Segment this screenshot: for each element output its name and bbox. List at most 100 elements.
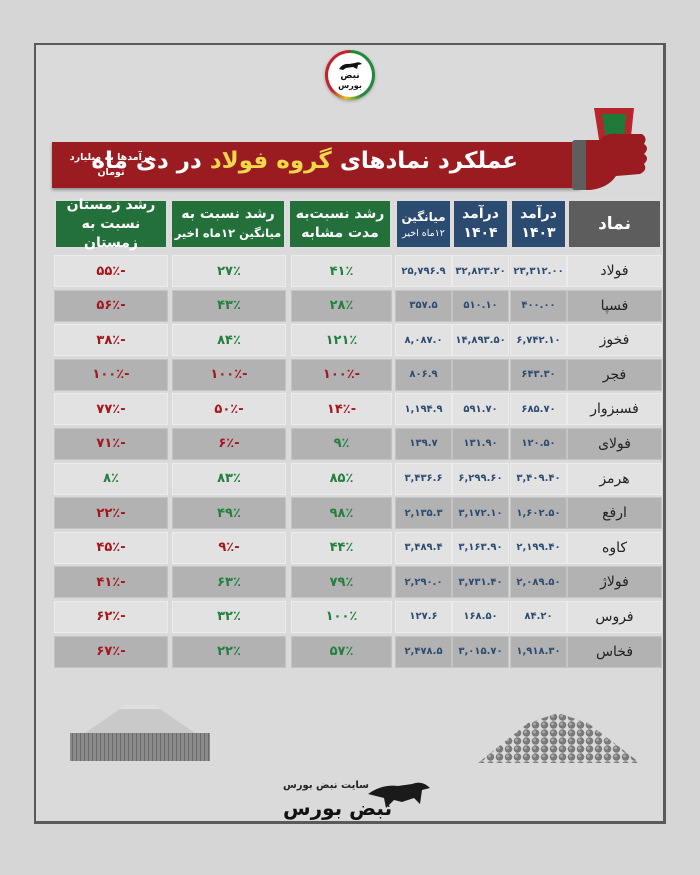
- cell-growth-yoy: ۴۴٪: [291, 531, 392, 564]
- footer-brand-logo: نبض بورس: [283, 796, 393, 820]
- logo-text-line2: بورس: [338, 80, 362, 90]
- cell-12m-average: ۱۲۷.۶: [395, 600, 452, 633]
- cell-symbol: فسبزوار: [567, 393, 662, 426]
- header-symbol: نماد: [567, 199, 662, 249]
- unit-note: درآمدها به میلیارد تومان: [69, 152, 153, 178]
- table-row: فجر ۶۴۳.۳۰ ۸۰۶.۹ -۱۰۰٪ -۱۰۰٪ -۱۰۰٪: [54, 358, 662, 393]
- table-header-row: نماد درآمد ۱۴۰۳ درآمد ۱۴۰۴ میانگین ۱۲ماه…: [54, 197, 662, 254]
- cell-growth-vs-average: ۴۹٪: [172, 497, 286, 530]
- table-row: هرمز ۳,۴۰۹.۴۰ ۶,۲۹۹.۶۰ ۳,۴۳۶.۶ ۸۵٪ ۸۳٪ ۸٪: [54, 462, 662, 497]
- cell-growth-yoy: ۱۰۰٪: [291, 600, 392, 633]
- cell-12m-average: ۲,۲۹۰.۰: [395, 566, 452, 599]
- cell-growth-vs-average: -۹٪: [172, 531, 286, 564]
- cell-growth-winter: -۷۱٪: [54, 427, 168, 460]
- table-row: فروس ۸۴.۲۰ ۱۶۸.۵۰ ۱۲۷.۶ ۱۰۰٪ ۳۲٪ -۶۲٪: [54, 600, 662, 635]
- cell-revenue-1404: ۳,۰۱۵.۷۰: [452, 635, 509, 668]
- logo-text-line1: نبض: [340, 70, 360, 81]
- cell-revenue-1403: ۳,۴۰۹.۴۰: [510, 462, 567, 495]
- table-row: فسبزوار ۶۸۵.۷۰ ۵۹۱.۷۰ ۱,۱۹۴.۹ -۱۴٪ -۵۰٪ -۷۷٪: [54, 392, 662, 427]
- brand-logo-badge: نبض بورس: [325, 50, 375, 100]
- cell-growth-yoy: ۴۱٪: [291, 255, 392, 287]
- cell-revenue-1403: ۶,۷۴۲.۱۰: [510, 324, 567, 357]
- cell-growth-winter: -۲۲٪: [54, 497, 168, 530]
- cell-growth-vs-average: ۸۴٪: [172, 324, 286, 357]
- footer-bull-icon: [368, 782, 430, 808]
- cell-12m-average: ۱,۱۹۴.۹: [395, 393, 452, 426]
- table-row: فولای ۱۲۰.۵۰ ۱۳۱.۹۰ ۱۳۹.۷ ۹٪ -۶٪ -۷۱٪: [54, 427, 662, 462]
- cell-symbol: فسپا: [567, 289, 662, 322]
- steel-slab-image: [70, 705, 210, 761]
- cell-growth-yoy: ۹٪: [291, 427, 392, 460]
- cell-growth-yoy: ۸۵٪: [291, 462, 392, 495]
- cell-symbol: فولای: [567, 427, 662, 460]
- iron-pellets-image: [478, 713, 640, 763]
- cell-symbol: فجر: [567, 358, 662, 391]
- header-growth-vs-average: رشد نسبت به میانگین ۱۲ماه اخیر: [170, 199, 286, 249]
- cell-growth-vs-average: -۱۰۰٪: [172, 358, 286, 391]
- cell-12m-average: ۸۰۶.۹: [395, 358, 452, 391]
- cell-12m-average: ۲,۴۷۸.۵: [395, 635, 452, 668]
- cell-symbol: کاوه: [567, 531, 662, 564]
- cell-revenue-1404: ۱۴,۸۹۳.۵۰: [452, 324, 509, 357]
- cell-revenue-1403: ۶۸۵.۷۰: [510, 393, 567, 426]
- cell-symbol: ارفع: [567, 497, 662, 530]
- header-revenue-1403: درآمد ۱۴۰۳: [510, 199, 567, 249]
- cell-12m-average: ۳,۴۳۶.۶: [395, 462, 452, 495]
- cell-symbol: فخوز: [567, 324, 662, 357]
- header-growth-yoy: رشد نسبت‌به مدت مشابه: [288, 199, 392, 249]
- cell-12m-average: ۳۵۷.۵: [395, 289, 452, 322]
- cell-revenue-1404: ۳,۱۷۲.۱۰: [452, 497, 509, 530]
- cell-growth-yoy: -۱۰۰٪: [291, 358, 392, 391]
- cell-growth-yoy: ۵۷٪: [291, 635, 392, 668]
- cell-growth-yoy: -۱۴٪: [291, 393, 392, 426]
- cell-revenue-1403: ۴۰۰.۰۰: [510, 289, 567, 322]
- cell-revenue-1404: ۵۱۰.۱۰: [452, 289, 509, 322]
- table-row: کاوه ۲,۱۹۹.۴۰ ۳,۱۶۳.۹۰ ۳,۴۸۹.۴ ۴۴٪ -۹٪ -۴۵٪: [54, 531, 662, 566]
- page-title: عملکرد نمادهای گروه فولاد در دی ماه: [91, 148, 518, 174]
- table-body: فولاد ۲۳,۳۱۲.۰۰ ۳۲,۸۲۳.۲۰ ۲۵,۷۹۶.۹ ۴۱٪ ۲۷٪ -۵۵…: [54, 254, 662, 670]
- cell-growth-winter: -۵۵٪: [54, 255, 168, 287]
- cell-revenue-1404: ۳,۱۶۳.۹۰: [452, 531, 509, 564]
- cell-growth-vs-average: -۵۰٪: [172, 393, 286, 426]
- cell-revenue-1404: ۳۲,۸۲۳.۲۰: [452, 255, 509, 287]
- cell-growth-winter: -۱۰۰٪: [54, 358, 168, 391]
- cell-growth-winter: ۸٪: [54, 462, 168, 495]
- cell-growth-winter: -۷۷٪: [54, 393, 168, 426]
- title-banner: عملکرد نمادهای گروه فولاد در دی ماه درآم…: [52, 142, 580, 188]
- title-part2: در دی ماه: [91, 148, 202, 174]
- cell-growth-winter: -۳۸٪: [54, 324, 168, 357]
- cell-revenue-1403: ۲,۱۹۹.۴۰: [510, 531, 567, 564]
- cell-symbol: فخاس: [567, 635, 662, 668]
- table-row: فولاژ ۲,۰۸۹.۵۰ ۳,۷۳۱.۴۰ ۲,۲۹۰.۰ ۷۹٪ ۶۳٪ -۴۱٪: [54, 565, 662, 600]
- table-row: فخاس ۱,۹۱۸.۳۰ ۳,۰۱۵.۷۰ ۲,۴۷۸.۵ ۵۷٪ ۲۲٪ -۶۷٪: [54, 635, 662, 670]
- cell-revenue-1403: ۱,۶۰۲.۵۰: [510, 497, 567, 530]
- cell-growth-vs-average: ۸۳٪: [172, 462, 286, 495]
- cell-growth-vs-average: ۲۷٪: [172, 255, 286, 287]
- cell-revenue-1403: ۲,۰۸۹.۵۰: [510, 566, 567, 599]
- bull-icon: [339, 61, 362, 70]
- header-revenue-1404: درآمد ۱۴۰۴: [452, 199, 509, 249]
- table-row: ارفع ۱,۶۰۲.۵۰ ۳,۱۷۲.۱۰ ۲,۱۳۵.۳ ۹۸٪ ۴۹٪ -۲۲٪: [54, 496, 662, 531]
- cell-revenue-1404: ۱۶۸.۵۰: [452, 600, 509, 633]
- cell-symbol: هرمز: [567, 462, 662, 495]
- cell-growth-vs-average: ۳۲٪: [172, 600, 286, 633]
- header-12m-average: میانگین ۱۲ماه اخیر: [395, 199, 452, 249]
- cell-revenue-1404: ۳,۷۳۱.۴۰: [452, 566, 509, 599]
- cell-12m-average: ۳,۴۸۹.۴: [395, 531, 452, 564]
- table-row: فسپا ۴۰۰.۰۰ ۵۱۰.۱۰ ۳۵۷.۵ ۲۸٪ ۴۳٪ -۵۶٪: [54, 289, 662, 324]
- cell-growth-vs-average: ۶۳٪: [172, 566, 286, 599]
- cell-revenue-1403: ۱۲۰.۵۰: [510, 427, 567, 460]
- table-row: فولاد ۲۳,۳۱۲.۰۰ ۳۲,۸۲۳.۲۰ ۲۵,۷۹۶.۹ ۴۱٪ ۲۷٪ -۵۵…: [54, 254, 662, 289]
- footer-subtitle: سایت نبض بورس: [283, 780, 369, 791]
- cell-growth-vs-average: -۶٪: [172, 427, 286, 460]
- title-part1: عملکرد نمادهای: [339, 148, 518, 174]
- cell-growth-winter: -۴۵٪: [54, 531, 168, 564]
- sleeve-cuff: [572, 140, 590, 190]
- cell-revenue-1404: ۱۳۱.۹۰: [452, 427, 509, 460]
- cell-growth-yoy: ۹۸٪: [291, 497, 392, 530]
- cell-revenue-1404: [452, 358, 509, 391]
- cell-revenue-1403: ۸۴.۲۰: [510, 600, 567, 633]
- cell-12m-average: ۲۵,۷۹۶.۹: [395, 255, 452, 287]
- cell-symbol: فروس: [567, 600, 662, 633]
- cell-revenue-1403: ۱,۹۱۸.۳۰: [510, 635, 567, 668]
